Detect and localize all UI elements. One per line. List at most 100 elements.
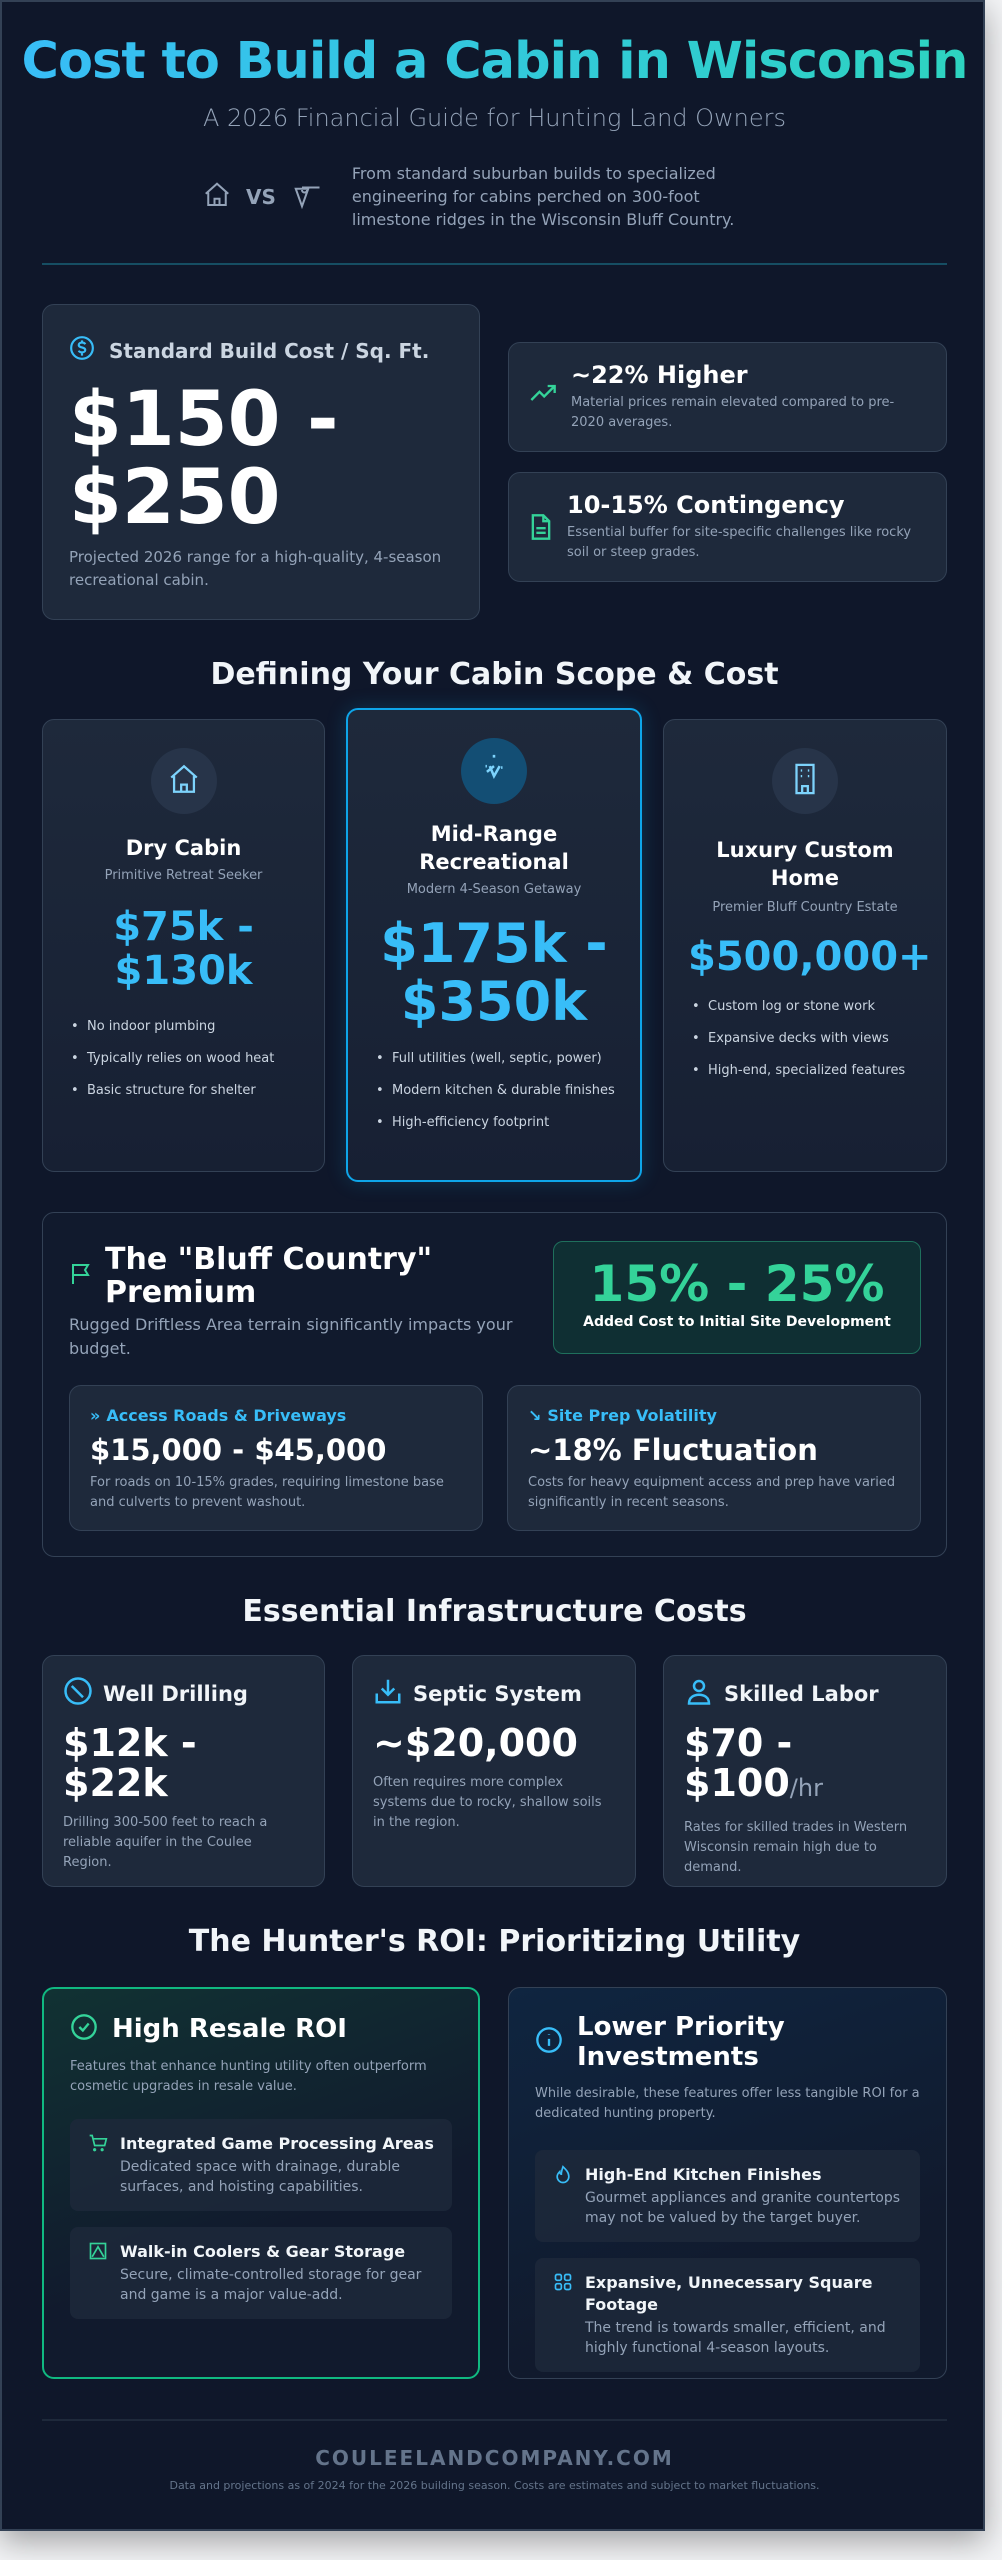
bluff-card-value: ~18% Fluctuation	[528, 1433, 818, 1467]
infra-unit: /hr	[789, 1774, 823, 1802]
storage-icon	[88, 2241, 108, 2305]
roi-item-desc: Gourmet appliances and granite counterto…	[585, 2190, 901, 2226]
house-icon	[167, 762, 201, 800]
infra-card: Septic System ~$20,000 Often requires mo…	[352, 1655, 636, 1887]
roi-item-title: High-End Kitchen Finishes	[585, 2165, 822, 2184]
drill-icon	[63, 1676, 93, 1711]
roi-item-title: Walk-in Coolers & Gear Storage	[120, 2242, 406, 2261]
roi-title: High Resale ROI	[112, 2014, 347, 2044]
infra-card: Well Drilling $12k - $22k Drilling 300-5…	[42, 1655, 325, 1887]
premium-badge: 15% - 25% Added Cost to Initial Site Dev…	[553, 1241, 921, 1354]
download-tray-icon	[373, 1676, 403, 1711]
bluff-title: The "Bluff Country" Premium	[105, 1242, 433, 1310]
premium-label: Added Cost to Initial Site Development	[583, 1314, 891, 1330]
tier-card-luxury: Luxury Custom Home Premier Bluff Country…	[663, 719, 947, 1172]
divider	[42, 263, 947, 265]
info-icon	[535, 2026, 563, 2058]
dollar-icon	[69, 335, 95, 366]
cart-icon	[88, 2133, 108, 2197]
infra-value: $70 - $100	[684, 1721, 793, 1805]
section-heading: Defining Your Cabin Scope & Cost	[210, 657, 779, 692]
side-stat-title: ~22% Higher	[571, 361, 748, 389]
feature: High-efficiency footprint	[372, 1113, 616, 1133]
infra-value: $12k - $22k	[63, 1721, 197, 1805]
tier-name: Luxury Custom Home	[716, 838, 894, 890]
roi-title: Lower Priority Investments	[577, 2012, 785, 2072]
tier-features: No indoor plumbing Typically relies on w…	[67, 1017, 300, 1101]
bluff-card-value: $15,000 - $45,000	[90, 1433, 387, 1467]
roi-item-desc: Secure, climate-controlled storage for g…	[120, 2267, 422, 2303]
footer-disclaimer: Data and projections as of 2024 for the …	[169, 2479, 820, 2492]
tier-price: $175k - $350k	[380, 912, 608, 1033]
feature: High-end, specialized features	[688, 1061, 922, 1081]
roi-item-desc: Dedicated space with drainage, durable s…	[120, 2159, 401, 2195]
bluff-card-desc: For roads on 10-15% grades, requiring li…	[90, 1475, 444, 1510]
feature: Basic structure for shelter	[67, 1081, 300, 1101]
check-circle-icon	[70, 2013, 98, 2045]
roi-item-desc: The trend is towards smaller, efficient,…	[585, 2320, 886, 2356]
feature: Modern kitchen & durable finishes	[372, 1081, 616, 1101]
section-heading: Essential Infrastructure Costs	[242, 1594, 747, 1629]
feature: Custom log or stone work	[688, 997, 922, 1017]
infra-title: Well Drilling	[103, 1681, 248, 1706]
tier-tag: Premier Bluff Country Estate	[712, 900, 898, 915]
bluff-card-label: Site Prep Volatility	[547, 1406, 717, 1425]
feature: Typically relies on wood heat	[67, 1049, 300, 1069]
bluff-card-desc: Costs for heavy equipment access and pre…	[528, 1475, 896, 1510]
feature: No indoor plumbing	[67, 1017, 300, 1037]
grid-icon	[553, 2272, 573, 2358]
bluff-card-label: Access Roads & Driveways	[106, 1406, 347, 1425]
roi-high-card: High Resale ROI Features that enhance hu…	[42, 1987, 480, 2379]
footer-divider	[42, 2419, 947, 2421]
bluff-panel: The "Bluff Country" Premium Rugged Drift…	[42, 1212, 947, 1557]
side-stat-desc: Material prices remain elevated compared…	[571, 395, 895, 430]
mountain-pin-icon	[290, 180, 324, 214]
trending-up-icon	[529, 383, 557, 433]
bluff-desc: Rugged Driftless Area terrain significan…	[69, 1315, 513, 1358]
roi-item-title: Integrated Game Processing Areas	[120, 2134, 434, 2153]
tier-features: Custom log or stone work Expansive decks…	[688, 997, 922, 1081]
bluff-card: ↘ Site Prep Volatility ~18% Fluctuation C…	[507, 1385, 921, 1531]
roi-item-title: Expansive, Unnecessary Square Footage	[585, 2273, 873, 2314]
tier-card-mid: Mid-Range Recreational Modern 4-Season G…	[346, 708, 642, 1182]
intro: VS From standard suburban builds to spec…	[202, 162, 772, 231]
premium-value: 15% - 25%	[589, 1255, 885, 1313]
infra-desc: Drilling 300-500 feet to reach a reliabl…	[63, 1815, 268, 1870]
document-icon	[529, 513, 553, 563]
feature: Expansive decks with views	[688, 1029, 922, 1049]
trending-down-icon: ↘	[528, 1406, 542, 1425]
page-subtitle: A 2026 Financial Guide for Hunting Land …	[202, 104, 787, 132]
house-icon	[202, 180, 232, 214]
sparkle-icon	[477, 752, 511, 790]
infographic: Cost to Build a Cabin in Wisconsin A 202…	[0, 0, 985, 2531]
main-stat-value: $150 - $250	[69, 374, 339, 541]
bluff-card: » Access Roads & Driveways $15,000 - $45,…	[69, 1385, 483, 1531]
tier-price: $500,000+	[688, 934, 932, 980]
building-icon	[788, 762, 822, 800]
worker-icon	[684, 1676, 714, 1711]
footer-brand[interactable]: COULEELANDCOMPANY.COM	[315, 2446, 674, 2470]
infra-desc: Rates for skilled trades in Western Wisc…	[684, 1820, 908, 1875]
section-heading: The Hunter's ROI: Prioritizing Utility	[188, 1924, 801, 1959]
flame-icon	[553, 2164, 573, 2228]
tier-features: Full utilities (well, septic, power) Mod…	[372, 1049, 616, 1133]
infra-desc: Often requires more complex systems due …	[373, 1775, 602, 1830]
tier-price: $75k - $130k	[113, 904, 254, 994]
intro-text: From standard suburban builds to special…	[351, 164, 735, 229]
side-stat-card: ~22% Higher Material prices remain eleva…	[508, 342, 947, 452]
page-title: Cost to Build a Cabin in Wisconsin	[2, 32, 987, 91]
roi-item: Expansive, Unnecessary Square Footage The…	[535, 2258, 920, 2372]
chevrons-right-icon: »	[90, 1406, 101, 1425]
infra-card: Skilled Labor $70 - $100/hr Rates for sk…	[663, 1655, 947, 1887]
roi-item: Integrated Game Processing Areas Dedicate…	[70, 2119, 452, 2211]
roi-item: Walk-in Coolers & Gear Storage Secure, cl…	[70, 2227, 452, 2319]
tier-name: Mid-Range Recreational	[419, 822, 569, 874]
infra-title: Septic System	[413, 1681, 582, 1706]
tier-card-dry: Dry Cabin Primitive Retreat Seeker $75k …	[42, 719, 325, 1172]
roi-low-card: Lower Priority Investments While desirab…	[508, 1987, 947, 2379]
tier-name: Dry Cabin	[125, 836, 242, 860]
side-stat-card: 10-15% Contingency Essential buffer for …	[508, 472, 947, 582]
tier-tag: Primitive Retreat Seeker	[104, 868, 263, 883]
flag-icon	[69, 1261, 93, 1309]
side-stat-desc: Essential buffer for site-specific chall…	[567, 525, 912, 560]
